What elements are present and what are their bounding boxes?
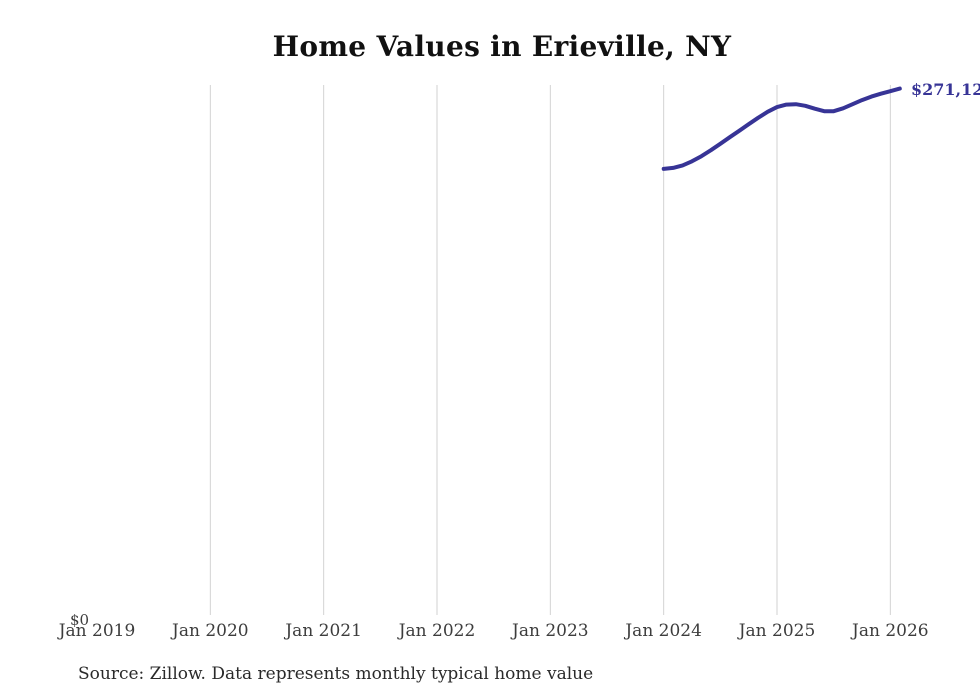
latest-value-label: $271,12 <box>911 80 980 99</box>
x-axis-label: Jan 2026 <box>852 621 929 641</box>
x-axis-label: Jan 2020 <box>172 621 249 641</box>
x-axis-label: Jan 2025 <box>738 621 816 641</box>
x-axis-label: Jan 2024 <box>625 621 702 641</box>
x-axis-label: Jan 2021 <box>285 621 362 641</box>
home-value-line <box>661 86 902 171</box>
source-note: Source: Zillow. Data represents monthly … <box>78 664 594 684</box>
x-axis-label: Jan 2019 <box>58 621 136 641</box>
chart-title: Home Values in Erieville, NY <box>272 30 732 63</box>
y-axis-zero-label: $0 <box>70 611 90 629</box>
x-axis-label: Jan 2022 <box>398 621 476 641</box>
x-axis-label: Jan 2023 <box>512 621 589 641</box>
